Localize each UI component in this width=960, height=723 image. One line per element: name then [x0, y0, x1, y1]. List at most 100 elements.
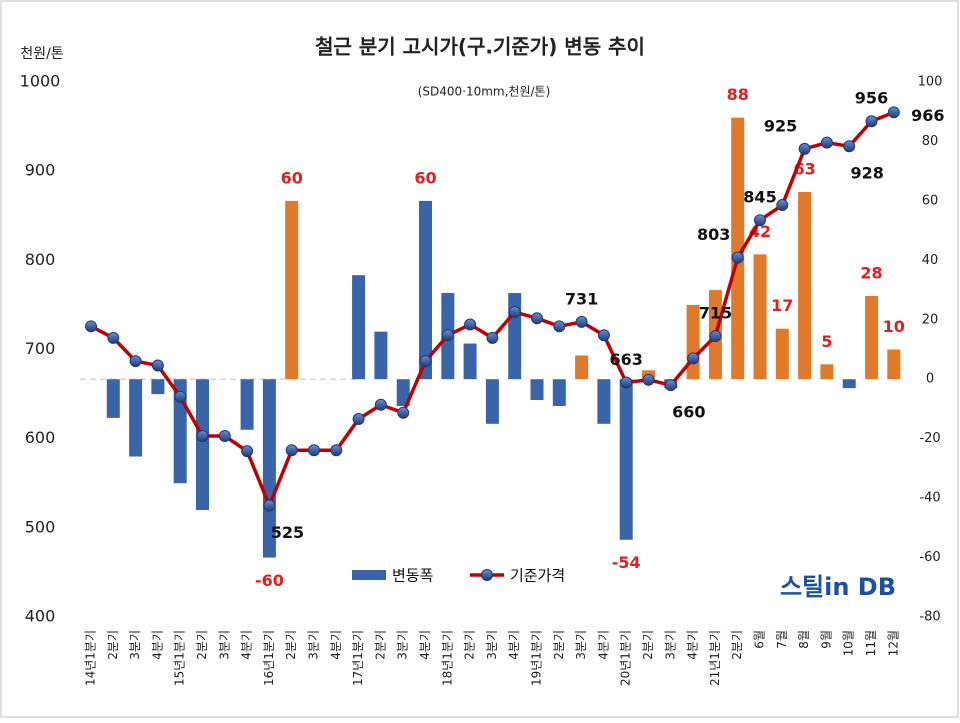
line-value-label: 803	[697, 225, 730, 244]
line-marker	[754, 214, 766, 227]
bar-value-label: -60	[255, 571, 284, 590]
bar-value-label: 88	[727, 85, 749, 104]
line-marker	[664, 379, 677, 392]
x-tick-label: 3분기	[663, 630, 677, 660]
line-value-label: 525	[271, 523, 304, 542]
line-value-label: 845	[743, 188, 776, 207]
line-value-label: 660	[672, 403, 705, 422]
line-marker	[865, 115, 878, 128]
line-marker	[285, 444, 298, 457]
bar	[508, 293, 522, 380]
logo: 스틸in DB	[780, 573, 896, 601]
x-tick-label: 4분기	[596, 630, 610, 660]
line-marker	[85, 320, 97, 333]
bar	[530, 379, 544, 401]
x-tick-label: 2분기	[106, 630, 120, 660]
line-marker	[575, 315, 588, 328]
x-tick-label: 3분기	[307, 630, 321, 660]
x-tick-label: 7월	[775, 630, 789, 649]
line-value-label: 715	[699, 304, 732, 323]
bar	[396, 379, 410, 406]
x-tick-label: 10월	[842, 630, 856, 656]
chart-subtitle: (SD400·10mm,천원/톤)	[418, 84, 551, 99]
y-tick-label: 400	[25, 607, 56, 626]
line-marker	[308, 444, 320, 457]
line-marker	[352, 413, 365, 426]
line-marker	[151, 359, 164, 372]
bar	[106, 379, 120, 418]
x-tick-label: 3분기	[217, 630, 231, 660]
y2-tick-label: 0	[926, 372, 934, 387]
bar	[575, 355, 589, 380]
line-value-label: 956	[855, 89, 888, 108]
line-marker	[241, 445, 254, 458]
bar	[820, 364, 834, 380]
y2-tick-label: -20	[919, 431, 940, 446]
y-tick-label: 900	[25, 161, 56, 180]
x-tick-label: 11월	[864, 630, 878, 656]
line-marker	[397, 406, 410, 419]
line-marker	[531, 312, 543, 325]
bar-value-label: 5	[821, 332, 832, 351]
line-marker	[508, 306, 521, 319]
line-value-label: 925	[764, 116, 797, 135]
bar	[419, 200, 432, 380]
y-tick-label: 1000	[20, 72, 61, 91]
x-tick-label: 4분기	[329, 630, 343, 660]
y-axis-label: 천원/톤	[20, 46, 63, 62]
line-marker	[486, 331, 499, 344]
bar	[196, 379, 209, 510]
bar	[753, 254, 767, 380]
y2-tick-label: -60	[919, 550, 940, 565]
x-tick-label: 4분기	[150, 630, 164, 660]
bar	[887, 349, 901, 380]
y2-tick-label: -80	[919, 610, 940, 625]
line-marker	[642, 373, 655, 386]
y2-tick-label: 60	[922, 193, 939, 208]
x-tick-label: 14년1분기	[84, 630, 98, 686]
legend-label: 기준가격	[510, 567, 565, 585]
bar	[485, 379, 499, 424]
line-marker	[441, 329, 454, 342]
line-value-label: 966	[911, 106, 944, 125]
line-marker	[820, 136, 833, 149]
bar	[775, 328, 789, 380]
y2-tick-label: 40	[922, 253, 939, 268]
x-tick-label: 3분기	[485, 630, 499, 660]
line-marker	[464, 318, 477, 331]
x-tick-label: 2분기	[552, 630, 566, 660]
legend-swatch	[352, 570, 386, 580]
bar	[240, 379, 254, 430]
bar	[731, 117, 745, 380]
bar	[151, 379, 165, 395]
bar	[619, 379, 633, 540]
x-tick-label: 18년1분기	[440, 630, 454, 686]
line-marker	[597, 329, 610, 342]
x-tick-label: 4분기	[418, 630, 432, 660]
line-marker	[776, 199, 789, 212]
line-value-label: 928	[850, 164, 883, 183]
bar-value-label: 10	[883, 317, 905, 336]
line-marker	[129, 355, 142, 368]
x-tick-label: 17년1분기	[351, 630, 365, 686]
line-marker	[620, 376, 633, 389]
line-marker	[218, 429, 231, 442]
bar	[597, 379, 611, 424]
line-marker	[374, 398, 387, 411]
bar-value-label: 60	[281, 168, 303, 187]
x-tick-label: 9월	[819, 630, 833, 649]
line-marker	[107, 331, 120, 344]
x-tick-label: 4분기	[240, 630, 254, 660]
line-marker	[843, 140, 856, 153]
x-tick-label: 19년1분기	[530, 630, 544, 686]
bar	[374, 331, 388, 380]
x-tick-label: 3분기	[574, 630, 588, 660]
y-tick-label: 700	[25, 339, 56, 358]
x-tick-label: 2분기	[284, 630, 298, 660]
bar-value-label: 60	[414, 168, 436, 187]
line-marker	[887, 106, 900, 119]
bar-value-label: -54	[612, 553, 641, 572]
line-marker	[174, 390, 187, 403]
x-tick-label: 21년1분기	[708, 630, 722, 686]
